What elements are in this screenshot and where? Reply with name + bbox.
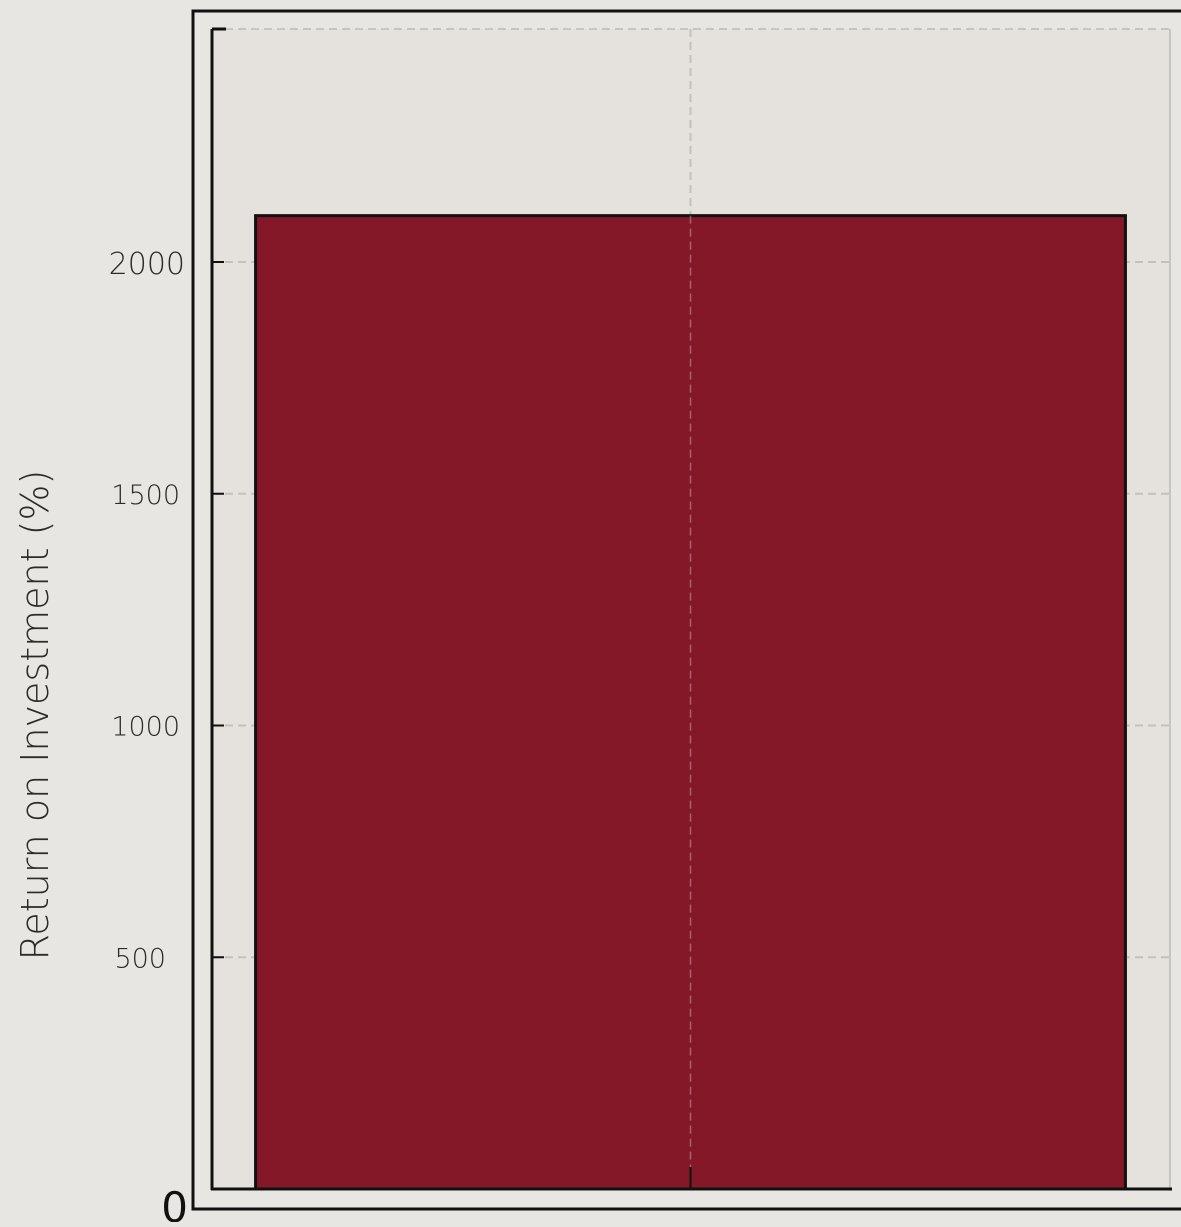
tick-labels: 0 500 1000 1500 2000 — [109, 247, 188, 1227]
y-tick-label: 500 — [114, 943, 166, 974]
y-tick-label: 2000 — [109, 247, 185, 282]
axes — [210, 27, 1172, 1191]
y-tick-label: 0 — [161, 1183, 188, 1222]
bars — [254, 214, 1127, 1191]
y-tick-label: 1000 — [111, 712, 180, 743]
y-tick-label: 1500 — [111, 480, 180, 511]
y-axis-label: Return on Investment (%) — [13, 470, 57, 961]
